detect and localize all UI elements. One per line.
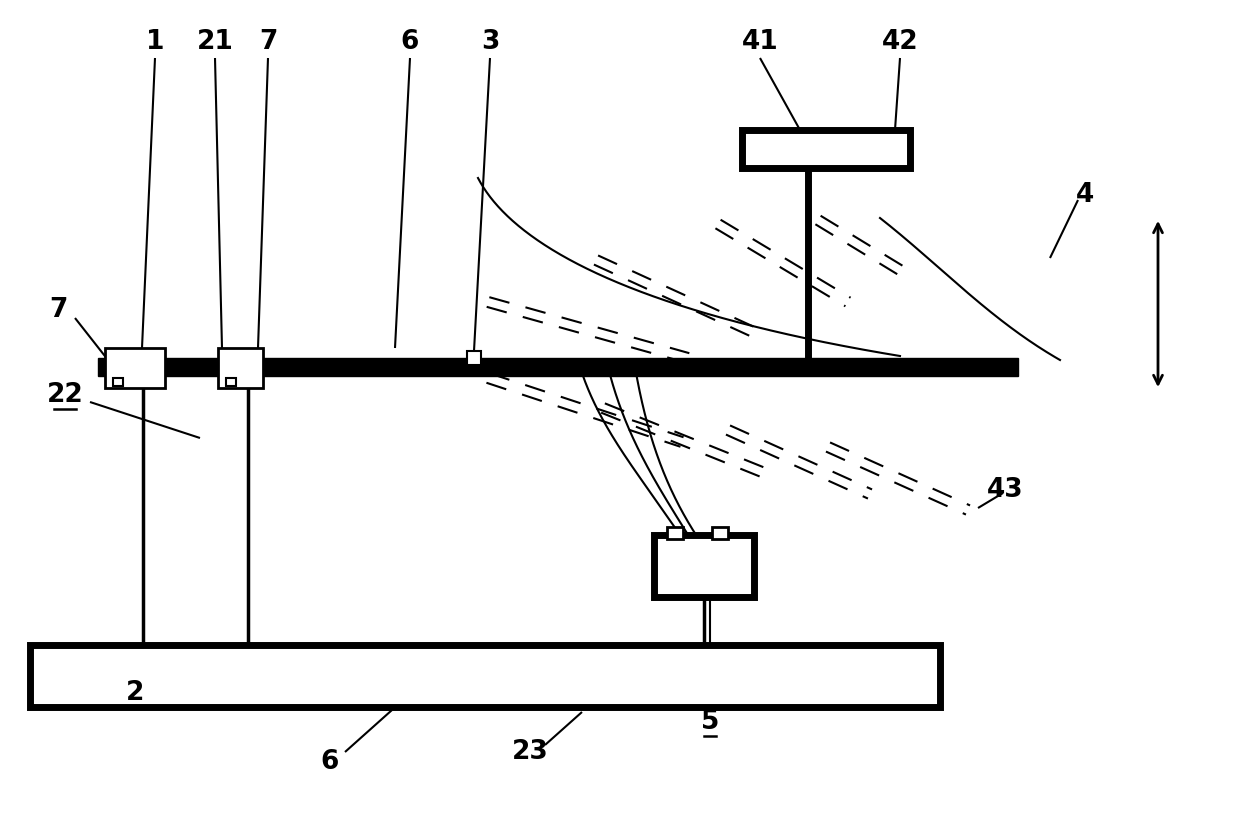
Text: 41: 41 xyxy=(742,29,778,55)
Bar xyxy=(654,535,755,597)
Text: 6: 6 xyxy=(321,749,339,775)
Text: 21: 21 xyxy=(197,29,233,55)
Bar xyxy=(98,358,1018,376)
Text: 2: 2 xyxy=(126,680,144,706)
Bar xyxy=(467,351,481,365)
Text: 23: 23 xyxy=(512,739,549,765)
Bar xyxy=(667,527,683,539)
Text: 42: 42 xyxy=(882,29,918,55)
Bar xyxy=(742,130,909,168)
Bar xyxy=(113,378,123,386)
Text: 4: 4 xyxy=(1075,182,1094,208)
Text: 7: 7 xyxy=(48,297,67,323)
Text: 43: 43 xyxy=(986,477,1023,503)
Text: 7: 7 xyxy=(259,29,278,55)
Bar xyxy=(712,527,729,539)
Bar xyxy=(105,348,165,388)
Text: 6: 6 xyxy=(400,29,419,55)
Bar xyxy=(30,645,940,707)
Text: 5: 5 xyxy=(701,709,719,735)
Text: 1: 1 xyxy=(146,29,165,55)
Text: 3: 3 xyxy=(481,29,499,55)
Bar xyxy=(225,378,235,386)
Bar xyxy=(218,348,263,388)
Text: 22: 22 xyxy=(47,382,83,408)
